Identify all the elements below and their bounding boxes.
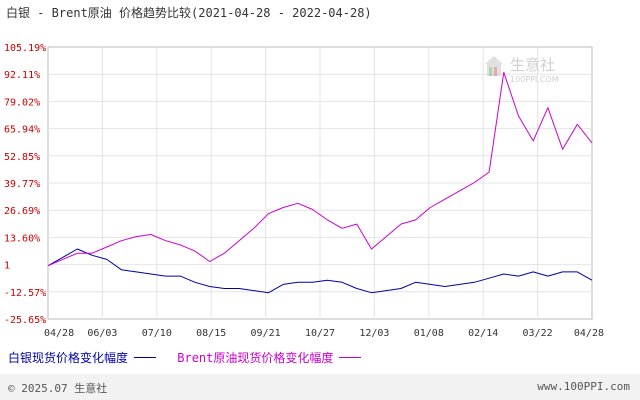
x-tick-label: 03/22 xyxy=(523,328,553,339)
y-tick-label: 92.11% xyxy=(4,70,40,81)
y-tick-label: 1 xyxy=(4,261,10,272)
x-tick-label: 01/08 xyxy=(414,328,444,339)
series-line-silver xyxy=(47,248,593,294)
footer: © 2025.07 生意社 www.100PPI.com xyxy=(0,374,640,400)
y-tick-label: 52.85% xyxy=(4,152,40,163)
legend-item-brent: Brent原油现货价格变化幅度 xyxy=(177,349,362,366)
legend-swatch-brent xyxy=(339,357,362,358)
x-tick-label: 08/15 xyxy=(196,328,226,339)
y-axis: 105.19% 92.11% 79.02% 65.94% 52.85% 39.77% 26.… xyxy=(4,43,46,326)
x-tick-label: 10/27 xyxy=(305,328,335,339)
legend-label-brent: Brent原油现货价格变化幅度 xyxy=(177,351,334,365)
watermark-url: 100PPI.COM xyxy=(510,75,559,84)
legend-item-silver: 白银现货价格变化幅度 xyxy=(8,349,157,366)
grid-lines xyxy=(48,47,592,319)
legend: 白银现货价格变化幅度 Brent原油现货价格变化幅度 xyxy=(8,349,375,366)
x-tick-label: 06/03 xyxy=(87,328,117,339)
y-tick-label: -12.57% xyxy=(4,288,46,299)
footer-copyright: © 2025.07 生意社 xyxy=(8,382,108,395)
watermark: 生意社 100PPI.COM xyxy=(485,56,559,84)
x-tick-label: 04/28 xyxy=(44,328,74,339)
x-tick-label: 12/03 xyxy=(359,328,389,339)
y-tick-label: 13.60% xyxy=(4,233,40,244)
y-tick-label: 39.77% xyxy=(4,179,40,190)
x-tick-label: 07/10 xyxy=(142,328,172,339)
y-tick-label: -25.65% xyxy=(4,315,46,326)
series-group xyxy=(47,71,593,294)
y-tick-label: 26.69% xyxy=(4,206,40,217)
x-tick-label: 04/28 xyxy=(574,328,604,339)
line-chart: 生意社 100PPI.COM 105.19% 92.11% 79.02% 65.94%… xyxy=(4,43,604,339)
x-axis: 04/28 06/03 07/10 08/15 09/21 10/27 12/03 01/08… xyxy=(44,328,604,339)
y-tick-label: 105.19% xyxy=(4,43,46,54)
chart-title: 白银 - Brent原油 价格趋势比较(2021-04-28 - 2022-04… xyxy=(6,6,372,20)
x-tick-label: 02/14 xyxy=(468,328,498,339)
footer-site-link[interactable]: www.100PPI.com xyxy=(537,380,630,393)
series-line-brent xyxy=(47,71,593,267)
legend-label-silver: 白银现货价格变化幅度 xyxy=(8,351,129,365)
y-tick-label: 65.94% xyxy=(4,125,40,136)
x-tick-label: 09/21 xyxy=(251,328,281,339)
watermark-logo-icon xyxy=(485,56,503,76)
y-tick-label: 79.02% xyxy=(4,97,40,108)
legend-swatch-silver xyxy=(134,357,157,358)
watermark-name: 生意社 xyxy=(510,56,555,74)
